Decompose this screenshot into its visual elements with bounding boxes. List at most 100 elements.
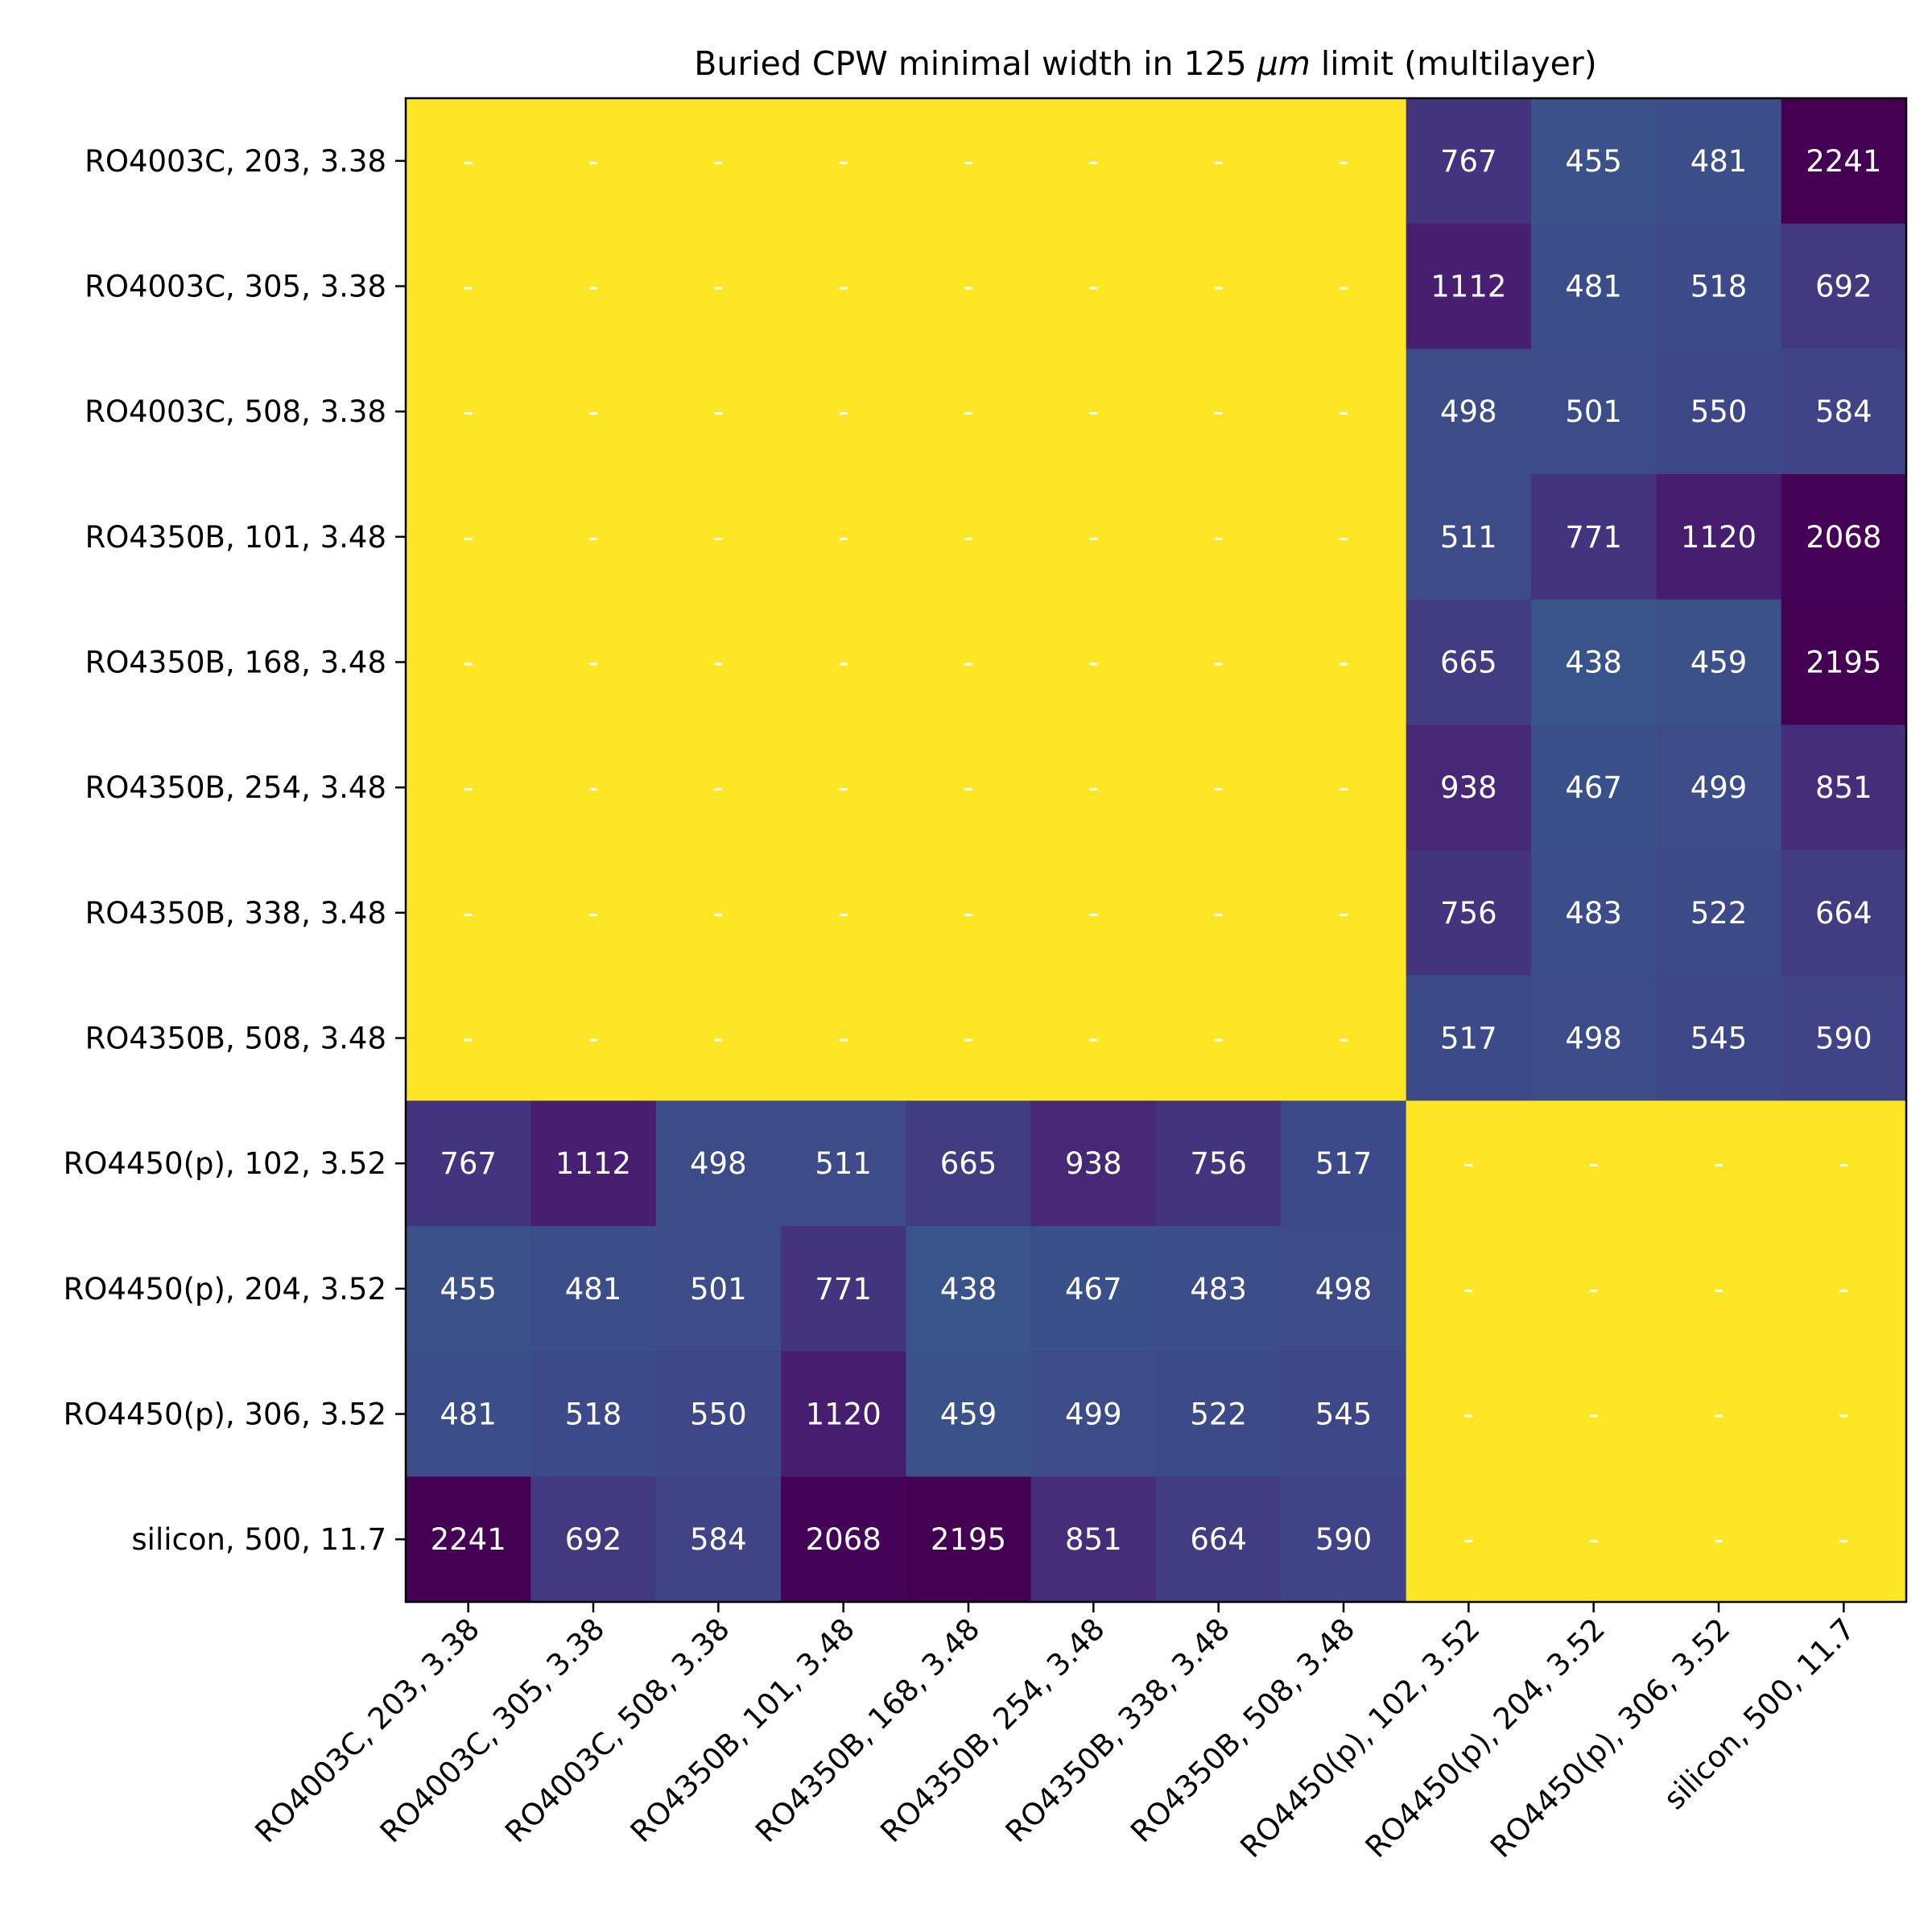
heatmap-cell-r5-c3 [781,724,906,851]
heatmap-cell-r3-c1 [530,474,657,601]
x-tick-label-8: RO4450(p), 102, 3.52 [1233,1612,1486,1864]
heatmap-cell-r2-c7 [1281,349,1407,475]
heatmap-cell-r3-c7 [1281,474,1407,601]
cell-value-r2-c4: - [963,394,973,429]
heatmap-cell-r1-c0 [406,223,531,349]
cell-value-r11-c1: 692 [565,1522,622,1557]
cell-value-r8-c3: 511 [815,1146,872,1181]
cell-value-r6-c10: 522 [1690,896,1748,931]
cell-value-r11-c7: 590 [1315,1522,1373,1557]
cell-value-r3-c9: 771 [1565,520,1622,555]
cell-value-r11-c10: - [1713,1522,1724,1557]
heatmap-cell-r8-c4 [906,1100,1032,1227]
cell-value-r11-c4: 2195 [931,1522,1006,1557]
heatmap-cell-r0-c9 [1531,98,1657,225]
heatmap-cell-r2-c1 [530,349,657,475]
cell-value-r4-c5: - [1088,646,1099,680]
heatmap-cell-r10-c6 [1156,1351,1282,1477]
cell-value-r10-c11: - [1839,1397,1849,1432]
heatmap-cell-r7-c4 [906,975,1032,1101]
cell-value-r2-c5: - [1088,394,1099,429]
cell-value-r10-c0: 481 [440,1397,497,1432]
cell-value-r1-c10: 518 [1690,270,1748,304]
x-tick-label-2: RO4003C, 508, 3.38 [498,1612,736,1849]
y-axis: RO4003C, 203, 3.38 RO4003C, 305, 3.38 RO40… [64,144,406,1557]
heatmap-cell-r4-c0 [406,599,531,725]
plot-frame [404,97,1908,1604]
cell-value-r2-c8: 498 [1440,394,1497,429]
heatmap-cell-r2-c9 [1531,349,1657,475]
heatmap-cell-r3-c5 [1030,474,1157,601]
heatmap-cell-r5-c0 [406,724,531,851]
cell-value-r7-c5: - [1088,1022,1099,1056]
cell-value-r1-c6: - [1213,270,1224,304]
cell-value-r6-c5: - [1088,896,1099,931]
cell-value-r9-c7: 498 [1315,1272,1373,1307]
heatmap-cell-r3-c9 [1531,474,1657,601]
cell-value-r10-c6: 522 [1190,1397,1247,1432]
cell-value-r3-c11: 2068 [1806,520,1881,555]
cell-value-r10-c9: - [1588,1397,1599,1432]
heatmap-cell-r6-c3 [781,850,906,976]
cell-value-r8-c5: 938 [1065,1146,1122,1181]
x-tick-label-4: RO4350B, 168, 3.48 [749,1612,986,1849]
heatmap-cell-r0-c8 [1406,98,1532,225]
cell-value-r4-c3: - [838,646,848,680]
heatmap-cell-r2-c10 [1656,349,1782,475]
y-tick-label-8: RO4450(p), 102, 3.52 [64,1146,386,1181]
heatmap-cell-r9-c1 [530,1226,657,1352]
heatmap-cell-r11-c0 [406,1476,531,1603]
cell-value-r3-c7: - [1338,520,1348,555]
heatmap-cell-r11-c1 [530,1476,657,1603]
heatmap-cell-r9-c9 [1531,1226,1657,1352]
x-tick-label-9: RO4450(p), 204, 3.52 [1359,1612,1612,1864]
cell-value-r1-c0: - [463,270,473,304]
heatmap-cell-r1-c10 [1656,223,1782,349]
cell-value-r7-c6: - [1213,1022,1224,1056]
cell-value-r11-c0: 2241 [431,1522,506,1557]
heatmap-cell-r8-c3 [781,1100,906,1227]
cell-value-r9-c10: - [1713,1272,1724,1307]
heatmap-cell-r9-c11 [1781,1226,1907,1352]
cell-value-r9-c0: 455 [440,1272,497,1307]
heatmap-cell-r8-c2 [655,1100,782,1227]
heatmap-cell-r3-c11 [1781,474,1907,601]
cell-value-r5-c9: 467 [1565,770,1622,805]
heatmap-cell-r8-c10 [1656,1100,1782,1227]
cell-value-r2-c2: - [713,394,724,429]
x-tick-label-5: RO4350B, 254, 3.48 [874,1612,1112,1849]
cell-value-r3-c8: 511 [1440,520,1497,555]
cell-value-r7-c0: - [463,1022,473,1056]
cell-value-r11-c9: - [1588,1522,1599,1557]
heatmap-cell-r0-c11 [1781,98,1907,225]
heatmap-cell-r5-c10 [1656,724,1782,851]
heatmap-cell-r2-c11 [1781,349,1907,475]
cell-value-r5-c8: 938 [1440,770,1497,805]
heatmap-cell-r7-c7 [1281,975,1407,1101]
heatmap-cell-r1-c8 [1406,223,1532,349]
y-tick-label-11: silicon, 500, 11.7 [131,1522,386,1557]
heatmap-cell-r8-c5 [1030,1100,1157,1227]
heatmap-cell-r10-c4 [906,1351,1032,1477]
cell-value-r0-c6: - [1213,144,1224,179]
heatmap-cell-r11-c10 [1656,1476,1782,1603]
cell-value-r6-c9: 483 [1565,896,1622,931]
heatmap-cell-r7-c2 [655,975,782,1101]
heatmap-cell-r9-c3 [781,1226,906,1352]
heatmap-cell-r1-c1 [530,223,657,349]
cell-value-r1-c11: 692 [1815,270,1872,304]
heatmap-cell-r2-c0 [406,349,531,475]
cell-value-r0-c0: - [463,144,473,179]
cell-value-r8-c1: 1112 [555,1146,631,1181]
heatmap-cell-r6-c4 [906,850,1032,976]
heatmap-cell-r4-c4 [906,599,1032,725]
heatmap-cell-r4-c3 [781,599,906,725]
heatmap-cell-r1-c11 [1781,223,1907,349]
heatmap-cell-r6-c1 [530,850,657,976]
y-tick-label-5: RO4350B, 254, 3.48 [85,770,386,805]
y-tick-label-1: RO4003C, 305, 3.38 [85,270,386,304]
cell-value-r4-c0: - [463,646,473,680]
heatmap-cell-r10-c5 [1030,1351,1157,1477]
x-tick-label-1: RO4003C, 305, 3.38 [374,1612,611,1849]
